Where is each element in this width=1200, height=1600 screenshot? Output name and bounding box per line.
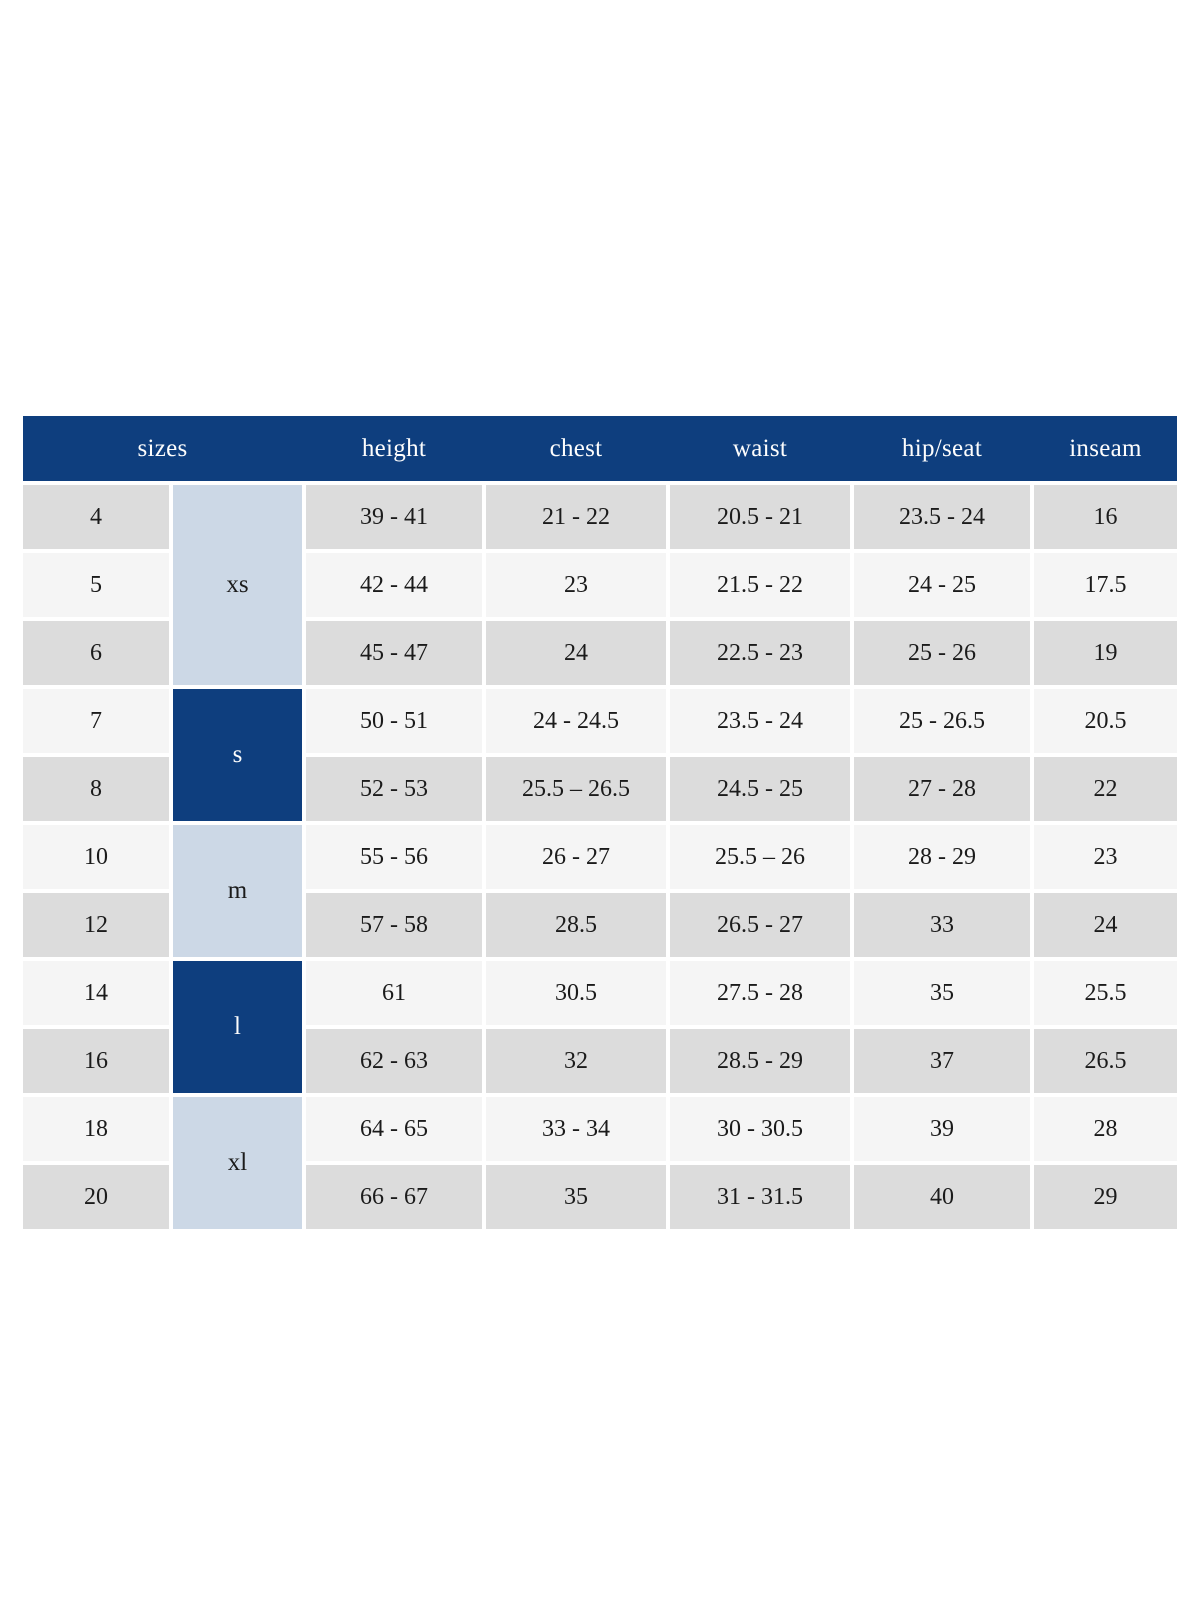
inseam-cell: 28 <box>1034 1097 1177 1161</box>
waist-cell: 31 - 31.5 <box>670 1165 850 1229</box>
header-cell-inseam: inseam <box>1069 434 1142 462</box>
size-group-cell-s: s <box>173 689 302 821</box>
chest-cell: 33 - 34 <box>486 1097 666 1161</box>
size-cell: 16 <box>23 1029 169 1093</box>
hip-seat-cell: 35 <box>854 961 1030 1025</box>
size-cell: 5 <box>23 553 169 617</box>
inseam-cell: 25.5 <box>1034 961 1177 1025</box>
hip-seat-cell: 24 - 25 <box>854 553 1030 617</box>
size-cell: 14 <box>23 961 169 1025</box>
size-cell: 18 <box>23 1097 169 1161</box>
height-cell: 50 - 51 <box>306 689 482 753</box>
chest-cell: 30.5 <box>486 961 666 1025</box>
header-cell-height: height <box>361 434 427 462</box>
height-cell: 66 - 67 <box>306 1165 482 1229</box>
hip-seat-cell: 37 <box>854 1029 1030 1093</box>
chest-cell: 21 - 22 <box>486 485 666 549</box>
chest-cell: 25.5 – 26.5 <box>486 757 666 821</box>
height-cell: 55 - 56 <box>306 825 482 889</box>
chest-cell: 26 - 27 <box>486 825 666 889</box>
waist-cell: 23.5 - 24 <box>670 689 850 753</box>
inseam-cell: 17.5 <box>1034 553 1177 617</box>
size-group-cell-l: l <box>173 961 302 1093</box>
size-group-cell-m: m <box>173 825 302 957</box>
table-body: xs s m l xl 4 39 - 41 21 - 22 20.5 - 21 23.5 - 24… <box>23 485 1177 1229</box>
height-cell: 61 <box>306 961 482 1025</box>
size-cell: 4 <box>23 485 169 549</box>
size-cell: 8 <box>23 757 169 821</box>
height-cell: 62 - 63 <box>306 1029 482 1093</box>
height-cell: 39 - 41 <box>306 485 482 549</box>
inseam-cell: 23 <box>1034 825 1177 889</box>
waist-cell: 21.5 - 22 <box>670 553 850 617</box>
size-chart-table: sizes height chest waist hip/seat inseam… <box>23 416 1177 1229</box>
inseam-cell: 20.5 <box>1034 689 1177 753</box>
height-cell: 52 - 53 <box>306 757 482 821</box>
inseam-cell: 16 <box>1034 485 1177 549</box>
height-cell: 42 - 44 <box>306 553 482 617</box>
inseam-cell: 22 <box>1034 757 1177 821</box>
waist-cell: 30 - 30.5 <box>670 1097 850 1161</box>
size-cell: 20 <box>23 1165 169 1229</box>
header-cell-chest: chest <box>549 434 603 462</box>
chest-cell: 24 - 24.5 <box>486 689 666 753</box>
hip-seat-cell: 39 <box>854 1097 1030 1161</box>
inseam-cell: 19 <box>1034 621 1177 685</box>
header-cell-hip-seat: hip/seat <box>901 434 983 462</box>
hip-seat-cell: 33 <box>854 893 1030 957</box>
size-group-cell-xs: xs <box>173 485 302 685</box>
size-cell: 7 <box>23 689 169 753</box>
height-cell: 57 - 58 <box>306 893 482 957</box>
chest-cell: 28.5 <box>486 893 666 957</box>
chest-cell: 23 <box>486 553 666 617</box>
waist-cell: 22.5 - 23 <box>670 621 850 685</box>
waist-cell: 26.5 - 27 <box>670 893 850 957</box>
size-cell: 10 <box>23 825 169 889</box>
waist-cell: 20.5 - 21 <box>670 485 850 549</box>
inseam-cell: 26.5 <box>1034 1029 1177 1093</box>
height-cell: 64 - 65 <box>306 1097 482 1161</box>
hip-seat-cell: 25 - 26 <box>854 621 1030 685</box>
waist-cell: 25.5 – 26 <box>670 825 850 889</box>
size-cell: 12 <box>23 893 169 957</box>
chest-cell: 32 <box>486 1029 666 1093</box>
chest-cell: 24 <box>486 621 666 685</box>
waist-cell: 24.5 - 25 <box>670 757 850 821</box>
header-cell-waist: waist <box>732 434 788 462</box>
chest-cell: 35 <box>486 1165 666 1229</box>
hip-seat-cell: 40 <box>854 1165 1030 1229</box>
waist-cell: 27.5 - 28 <box>670 961 850 1025</box>
size-group-cell-xl: xl <box>173 1097 302 1229</box>
inseam-cell: 29 <box>1034 1165 1177 1229</box>
header-cell-sizes: sizes <box>137 434 188 462</box>
table-header-row: sizes height chest waist hip/seat inseam <box>23 416 1177 481</box>
hip-seat-cell: 23.5 - 24 <box>854 485 1030 549</box>
hip-seat-cell: 27 - 28 <box>854 757 1030 821</box>
waist-cell: 28.5 - 29 <box>670 1029 850 1093</box>
inseam-cell: 24 <box>1034 893 1177 957</box>
height-cell: 45 - 47 <box>306 621 482 685</box>
size-cell: 6 <box>23 621 169 685</box>
hip-seat-cell: 25 - 26.5 <box>854 689 1030 753</box>
hip-seat-cell: 28 - 29 <box>854 825 1030 889</box>
